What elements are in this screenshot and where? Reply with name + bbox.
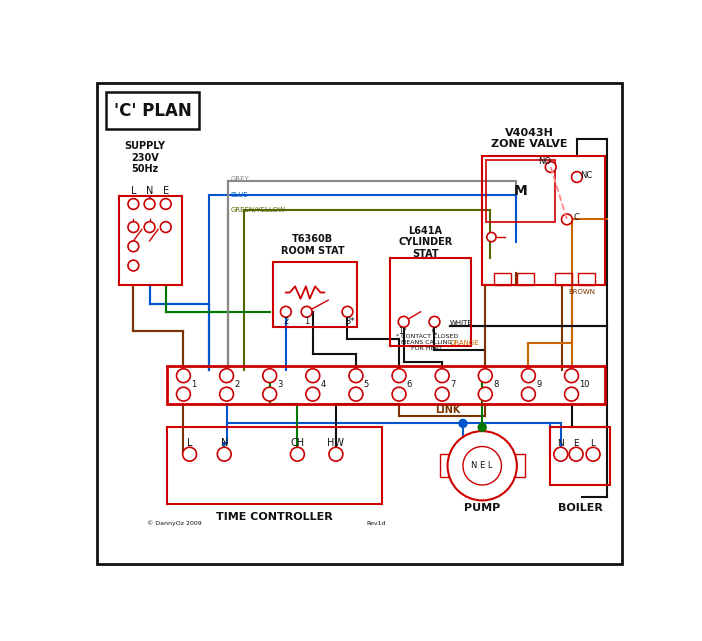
Circle shape (176, 369, 190, 383)
Circle shape (435, 387, 449, 401)
Circle shape (218, 447, 231, 461)
Text: 5: 5 (364, 380, 369, 390)
Text: 7: 7 (450, 380, 455, 390)
Circle shape (291, 447, 305, 461)
Text: L: L (187, 438, 192, 449)
Text: L: L (131, 186, 136, 196)
Circle shape (448, 431, 517, 501)
Text: V4043H
ZONE VALVE: V4043H ZONE VALVE (491, 128, 567, 149)
Text: N: N (220, 438, 228, 449)
Text: WHITE: WHITE (450, 320, 472, 326)
Text: ORANGE: ORANGE (450, 340, 479, 345)
Text: © DannyOz 2009: © DannyOz 2009 (147, 520, 202, 526)
Text: T6360B
ROOM STAT: T6360B ROOM STAT (281, 234, 345, 256)
Text: PUMP: PUMP (464, 503, 501, 513)
Circle shape (281, 306, 291, 317)
Circle shape (263, 369, 277, 383)
Text: N: N (146, 186, 153, 196)
Circle shape (435, 369, 449, 383)
Text: BROWN: BROWN (569, 288, 595, 295)
Circle shape (128, 241, 139, 252)
Circle shape (429, 317, 440, 327)
Text: 1: 1 (191, 380, 197, 390)
Text: CH: CH (291, 438, 305, 449)
Circle shape (392, 369, 406, 383)
Text: 3*: 3* (345, 317, 355, 326)
Text: BLUE: BLUE (230, 192, 249, 197)
Circle shape (463, 447, 501, 485)
Circle shape (220, 387, 234, 401)
Text: N E L: N E L (472, 462, 493, 470)
Circle shape (306, 369, 319, 383)
Text: 1: 1 (304, 317, 310, 326)
Text: TIME CONTROLLER: TIME CONTROLLER (216, 512, 333, 522)
Circle shape (562, 214, 572, 225)
Circle shape (392, 387, 406, 401)
Circle shape (128, 199, 139, 210)
Text: 2: 2 (283, 317, 289, 326)
Text: C: C (432, 326, 437, 335)
Text: 3: 3 (277, 380, 283, 390)
Circle shape (342, 306, 353, 317)
Circle shape (478, 369, 492, 383)
Circle shape (398, 317, 409, 327)
Circle shape (128, 260, 139, 271)
Text: 2: 2 (234, 380, 239, 390)
Text: 9: 9 (536, 380, 541, 390)
Circle shape (128, 222, 139, 233)
Text: NC: NC (580, 171, 592, 180)
Text: L: L (590, 439, 595, 448)
Circle shape (263, 387, 277, 401)
Text: 4: 4 (321, 380, 326, 390)
Text: BOILER: BOILER (557, 503, 602, 513)
Text: * CONTACT CLOSED
MEANS CALLING
FOR HEAT: * CONTACT CLOSED MEANS CALLING FOR HEAT (396, 334, 458, 351)
Circle shape (301, 306, 312, 317)
Text: E: E (574, 439, 579, 448)
Text: LINK: LINK (435, 404, 461, 415)
Text: 'C' PLAN: 'C' PLAN (114, 102, 192, 120)
Text: L641A
CYLINDER
STAT: L641A CYLINDER STAT (398, 226, 452, 259)
Circle shape (571, 172, 582, 183)
Text: 8: 8 (493, 380, 498, 390)
Text: NO: NO (538, 157, 551, 166)
Circle shape (183, 447, 197, 461)
Text: Rev1d: Rev1d (366, 521, 386, 526)
Circle shape (144, 222, 155, 233)
Circle shape (486, 233, 496, 242)
Circle shape (349, 387, 363, 401)
Circle shape (144, 199, 155, 210)
Circle shape (329, 447, 343, 461)
Circle shape (220, 369, 234, 383)
Text: 1*: 1* (399, 326, 407, 335)
Circle shape (349, 369, 363, 383)
Circle shape (545, 162, 556, 172)
Circle shape (478, 387, 492, 401)
Text: GREEN/YELLOW: GREEN/YELLOW (230, 207, 285, 213)
Circle shape (459, 420, 467, 428)
Circle shape (478, 424, 486, 431)
Circle shape (522, 387, 536, 401)
Text: HW: HW (327, 438, 345, 449)
Circle shape (522, 369, 536, 383)
Circle shape (160, 222, 171, 233)
Circle shape (554, 447, 568, 461)
Circle shape (564, 387, 578, 401)
Circle shape (176, 387, 190, 401)
Text: C: C (574, 213, 580, 222)
Circle shape (586, 447, 600, 461)
Circle shape (160, 199, 171, 210)
Text: SUPPLY
230V
50Hz: SUPPLY 230V 50Hz (124, 141, 166, 174)
Text: E: E (163, 186, 168, 196)
Circle shape (569, 447, 583, 461)
Text: 6: 6 (406, 380, 412, 390)
Text: 10: 10 (579, 380, 590, 390)
Circle shape (564, 369, 578, 383)
Circle shape (306, 387, 319, 401)
Text: M: M (514, 184, 528, 198)
Text: N: N (557, 439, 564, 448)
Text: GREY: GREY (230, 176, 249, 181)
